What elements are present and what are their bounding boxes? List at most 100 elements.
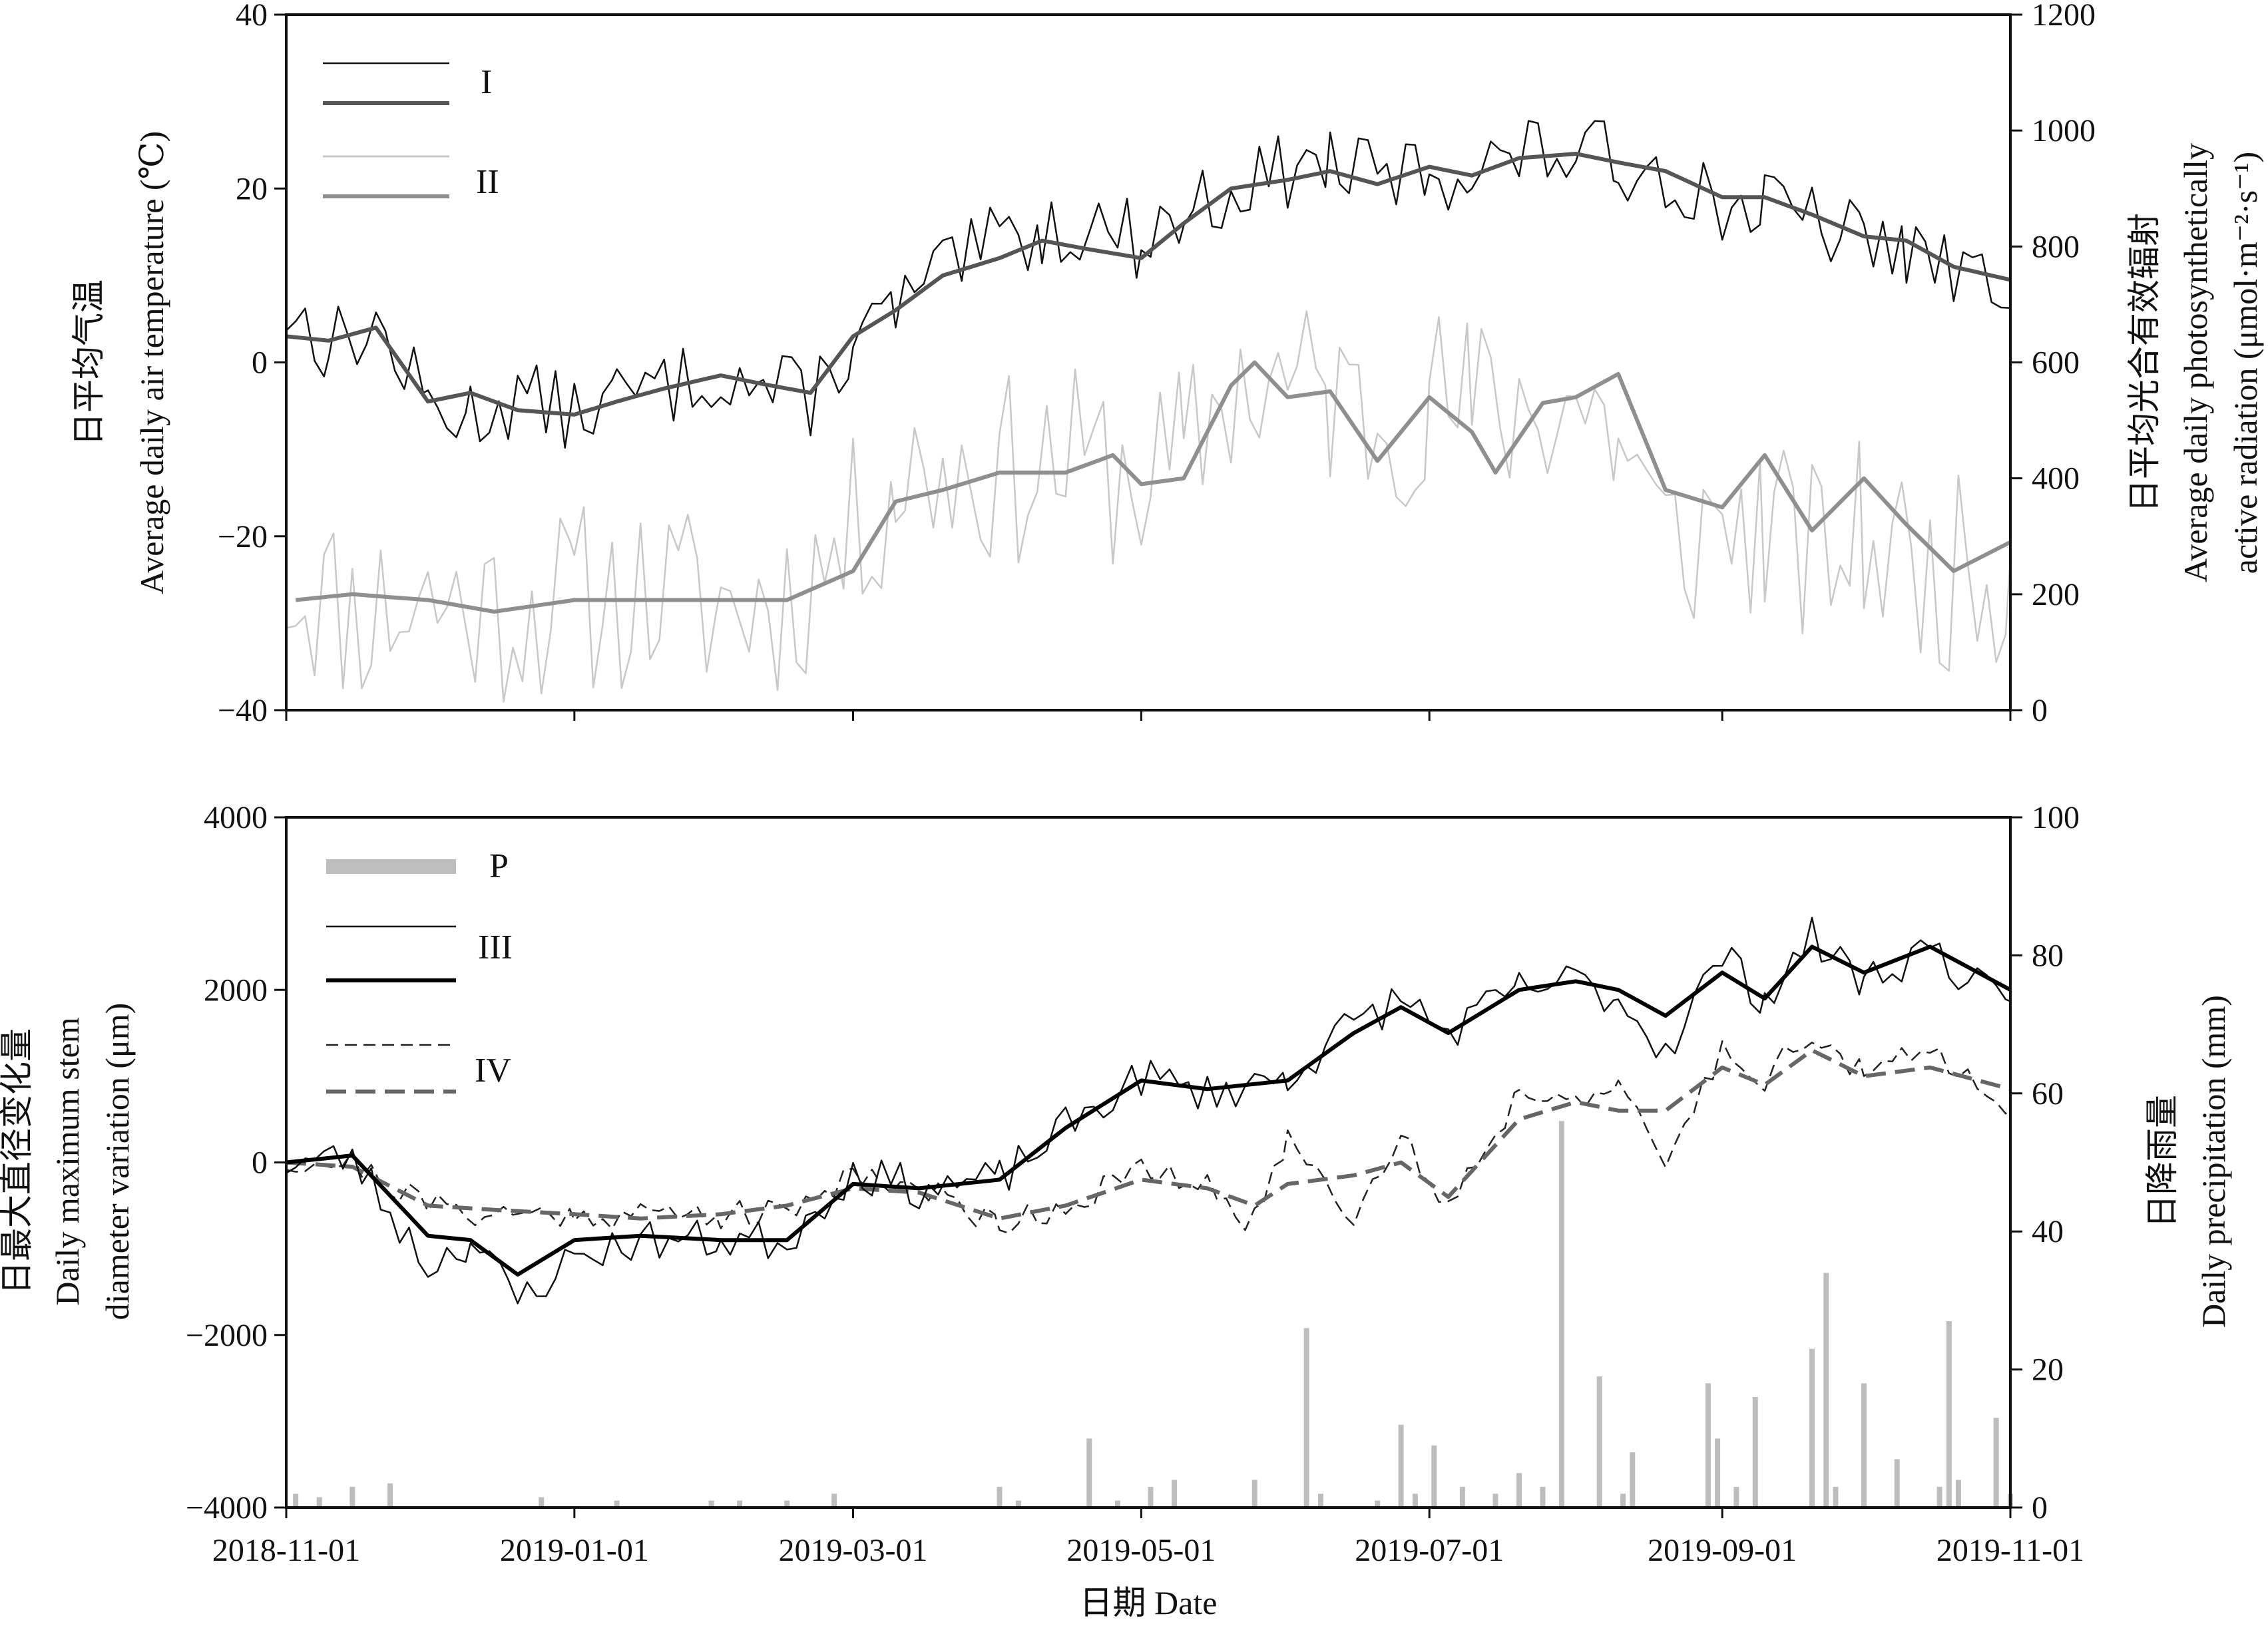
- precip-bar: [1086, 1438, 1092, 1508]
- bottom-ylabel-cn: 日最大直径变化量: [0, 1028, 35, 1295]
- top-right-tick-label: 400: [2032, 461, 2080, 497]
- legend-label-I: I: [481, 63, 492, 101]
- bottom-right-tick-label: 0: [2032, 1490, 2048, 1525]
- precip-bar: [1431, 1445, 1437, 1508]
- precip-bar: [349, 1486, 355, 1508]
- bottom-panel: 4000 2000 0 −2000 −4000 100 80 60 40 20 0 2018-11…: [0, 800, 2232, 1621]
- precip-bar: [1936, 1486, 1942, 1508]
- precip-bar: [1596, 1376, 1602, 1508]
- top-right-tick-label: 200: [2032, 577, 2080, 612]
- precip-bar: [1946, 1321, 1952, 1508]
- precip-bar: [1558, 1121, 1564, 1508]
- legend-label-III: III: [478, 928, 513, 966]
- precip-bar: [1375, 1500, 1381, 1508]
- legend-label-IV: IV: [475, 1052, 511, 1090]
- bottom-left-tick-label: −2000: [186, 1318, 268, 1353]
- precip-bar: [1015, 1500, 1021, 1508]
- precip-bar: [1823, 1273, 1829, 1508]
- precip-bar: [1705, 1383, 1711, 1508]
- precip-bar: [1251, 1480, 1257, 1508]
- precip-bar: [784, 1500, 790, 1508]
- bottom-legend: P III IV: [326, 847, 513, 1094]
- top-right-tick-label: 0: [2032, 693, 2048, 728]
- precip-bar: [1540, 1486, 1546, 1508]
- bottom-x-axis-ticks: 2018-11-01 2019-01-01 2019-03-01 2019-05-01…: [212, 1508, 2084, 1568]
- top-y2label-line2: active radiation (μmol·m⁻²·s⁻¹): [2227, 152, 2264, 574]
- top-data-layer: [286, 120, 2012, 703]
- series-line-I-smoothed: [286, 152, 2011, 417]
- bottom-left-tick-label: 0: [252, 1145, 268, 1181]
- precip-bar: [1630, 1452, 1636, 1508]
- precip-bar: [293, 1494, 299, 1508]
- bottom-left-tick-label: 4000: [204, 800, 268, 835]
- bottom-y2label-cn: 日降雨量: [2144, 1095, 2181, 1228]
- x-tick-label: 2019-11-01: [1936, 1533, 2084, 1568]
- top-left-tick-label: −40: [218, 693, 268, 728]
- series-line-II-daily: [286, 310, 2012, 703]
- precip-bar: [1894, 1459, 1900, 1508]
- top-left-axis-ticks: 40 20 0 −20 −40: [218, 0, 286, 728]
- top-right-tick-label: 1000: [2032, 113, 2096, 148]
- series-line-I-daily: [286, 120, 2011, 449]
- bottom-right-tick-label: 80: [2032, 938, 2064, 973]
- precip-bar: [737, 1500, 743, 1508]
- top-left-tick-label: 0: [252, 345, 268, 381]
- precip-bar: [1318, 1494, 1323, 1508]
- top-right-tick-label: 800: [2032, 229, 2080, 264]
- precip-bar: [1833, 1486, 1839, 1508]
- x-tick-label: 2019-01-01: [500, 1533, 649, 1568]
- precip-bar: [1809, 1348, 1815, 1508]
- top-ylabel: Average daily air temperature (℃): [133, 131, 170, 594]
- series-line-III-daily: [286, 916, 2011, 1305]
- bottom-data-layer: [286, 916, 2012, 1305]
- bottom-left-tick-label: 2000: [204, 972, 268, 1008]
- top-legend: I II: [323, 62, 499, 201]
- series-line-II-smoothed: [295, 360, 2012, 614]
- precipitation-bars: [293, 1121, 2013, 1508]
- top-right-axis-ticks: 1200 1000 800 600 400 200 0: [2010, 0, 2096, 728]
- precip-bar: [1715, 1438, 1721, 1508]
- bottom-left-axis-ticks: 4000 2000 0 −2000 −4000: [186, 800, 286, 1525]
- top-right-tick-label: 600: [2032, 345, 2080, 381]
- precip-bar: [1993, 1418, 1999, 1508]
- precip-bar: [1733, 1486, 1739, 1508]
- precip-bar: [708, 1500, 714, 1508]
- precip-bar: [1398, 1424, 1404, 1508]
- x-tick-label: 2019-07-01: [1355, 1533, 1504, 1568]
- bottom-right-tick-label: 40: [2032, 1214, 2064, 1249]
- series-line-III-smoothed: [286, 944, 2012, 1277]
- precip-bar: [1114, 1500, 1120, 1508]
- precip-bar: [614, 1500, 620, 1508]
- precip-bar: [1412, 1494, 1418, 1508]
- precip-bar: [1516, 1473, 1522, 1508]
- precip-bar: [1172, 1480, 1177, 1508]
- precip-bar: [1492, 1494, 1498, 1508]
- series-line-IV-smoothed: [286, 1048, 2011, 1221]
- x-tick-label: 2019-09-01: [1648, 1533, 1797, 1568]
- bottom-right-tick-label: 100: [2032, 800, 2080, 835]
- precip-bar: [1955, 1480, 1961, 1508]
- precip-bar: [316, 1497, 322, 1508]
- bottom-y2label: Daily precipitation (mm): [2195, 995, 2232, 1328]
- precip-bar: [387, 1483, 393, 1508]
- precip-bar: [831, 1494, 837, 1508]
- bottom-left-tick-label: −4000: [186, 1490, 268, 1525]
- top-left-tick-label: 40: [236, 0, 268, 33]
- x-tick-label: 2019-05-01: [1066, 1533, 1216, 1568]
- bottom-plot-frame: [285, 816, 2012, 1509]
- precip-bar: [997, 1486, 1003, 1508]
- legend-label-P: P: [489, 847, 509, 885]
- precip-bar: [1620, 1494, 1626, 1508]
- precip-bar: [1752, 1397, 1758, 1508]
- top-y2label: Average daily photosynthetically: [2177, 143, 2214, 582]
- top-right-tick-label: 1200: [2032, 0, 2096, 33]
- bottom-right-tick-label: 20: [2032, 1352, 2064, 1388]
- x-tick-label: 2019-03-01: [779, 1533, 928, 1568]
- bottom-right-tick-label: 60: [2032, 1076, 2064, 1112]
- precip-bar: [1459, 1486, 1465, 1508]
- x-axis-label: 日期 Date: [1080, 1584, 1218, 1621]
- top-left-tick-label: −20: [218, 519, 268, 554]
- bottom-ylabel: Daily maximum stem: [49, 1017, 86, 1305]
